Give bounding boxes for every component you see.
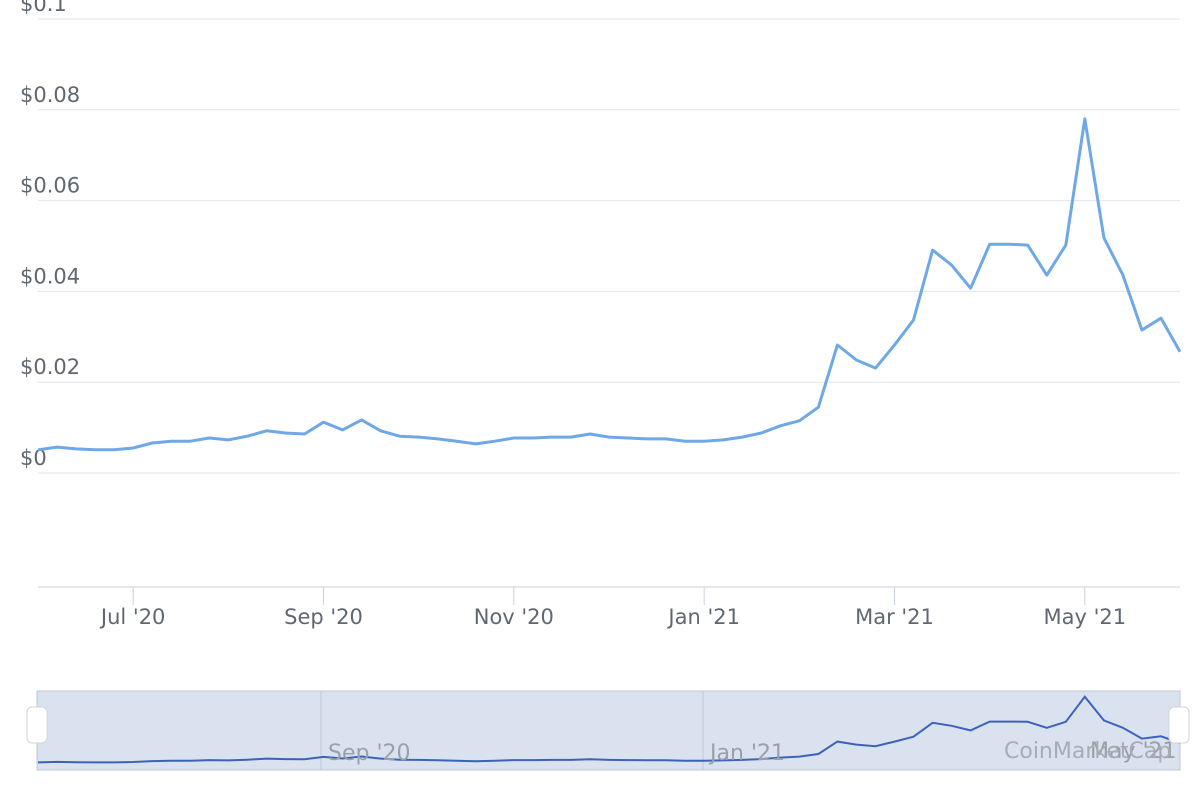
navigator-line	[37, 695, 1181, 764]
price-line	[37, 117, 1182, 452]
navigator-label: Jan '21	[708, 741, 785, 766]
y-tick-label: $0.02	[20, 355, 80, 379]
x-tick-label: May '21	[1044, 605, 1127, 629]
x-tick-label: Jul '20	[99, 605, 166, 629]
y-tick-label: $0.08	[20, 83, 80, 107]
watermark: CoinMarketCap	[1004, 739, 1171, 764]
x-tick-label: Mar '21	[855, 605, 934, 629]
x-tick-label: Sep '20	[284, 605, 363, 629]
navigator-handle[interactable]	[1168, 706, 1190, 744]
navigator-label: May '21	[1090, 739, 1177, 764]
navigator-window	[36, 690, 1181, 771]
y-tick-label: $0.04	[20, 264, 80, 288]
y-tick-label: $0.06	[20, 174, 80, 198]
navigator-handle[interactable]	[26, 706, 48, 744]
x-tick-label: Jan '21	[666, 605, 740, 629]
y-tick-label: $0.1	[20, 0, 67, 16]
x-tick-label: Nov '20	[474, 605, 554, 629]
navigator-label: Sep '20	[328, 741, 411, 766]
